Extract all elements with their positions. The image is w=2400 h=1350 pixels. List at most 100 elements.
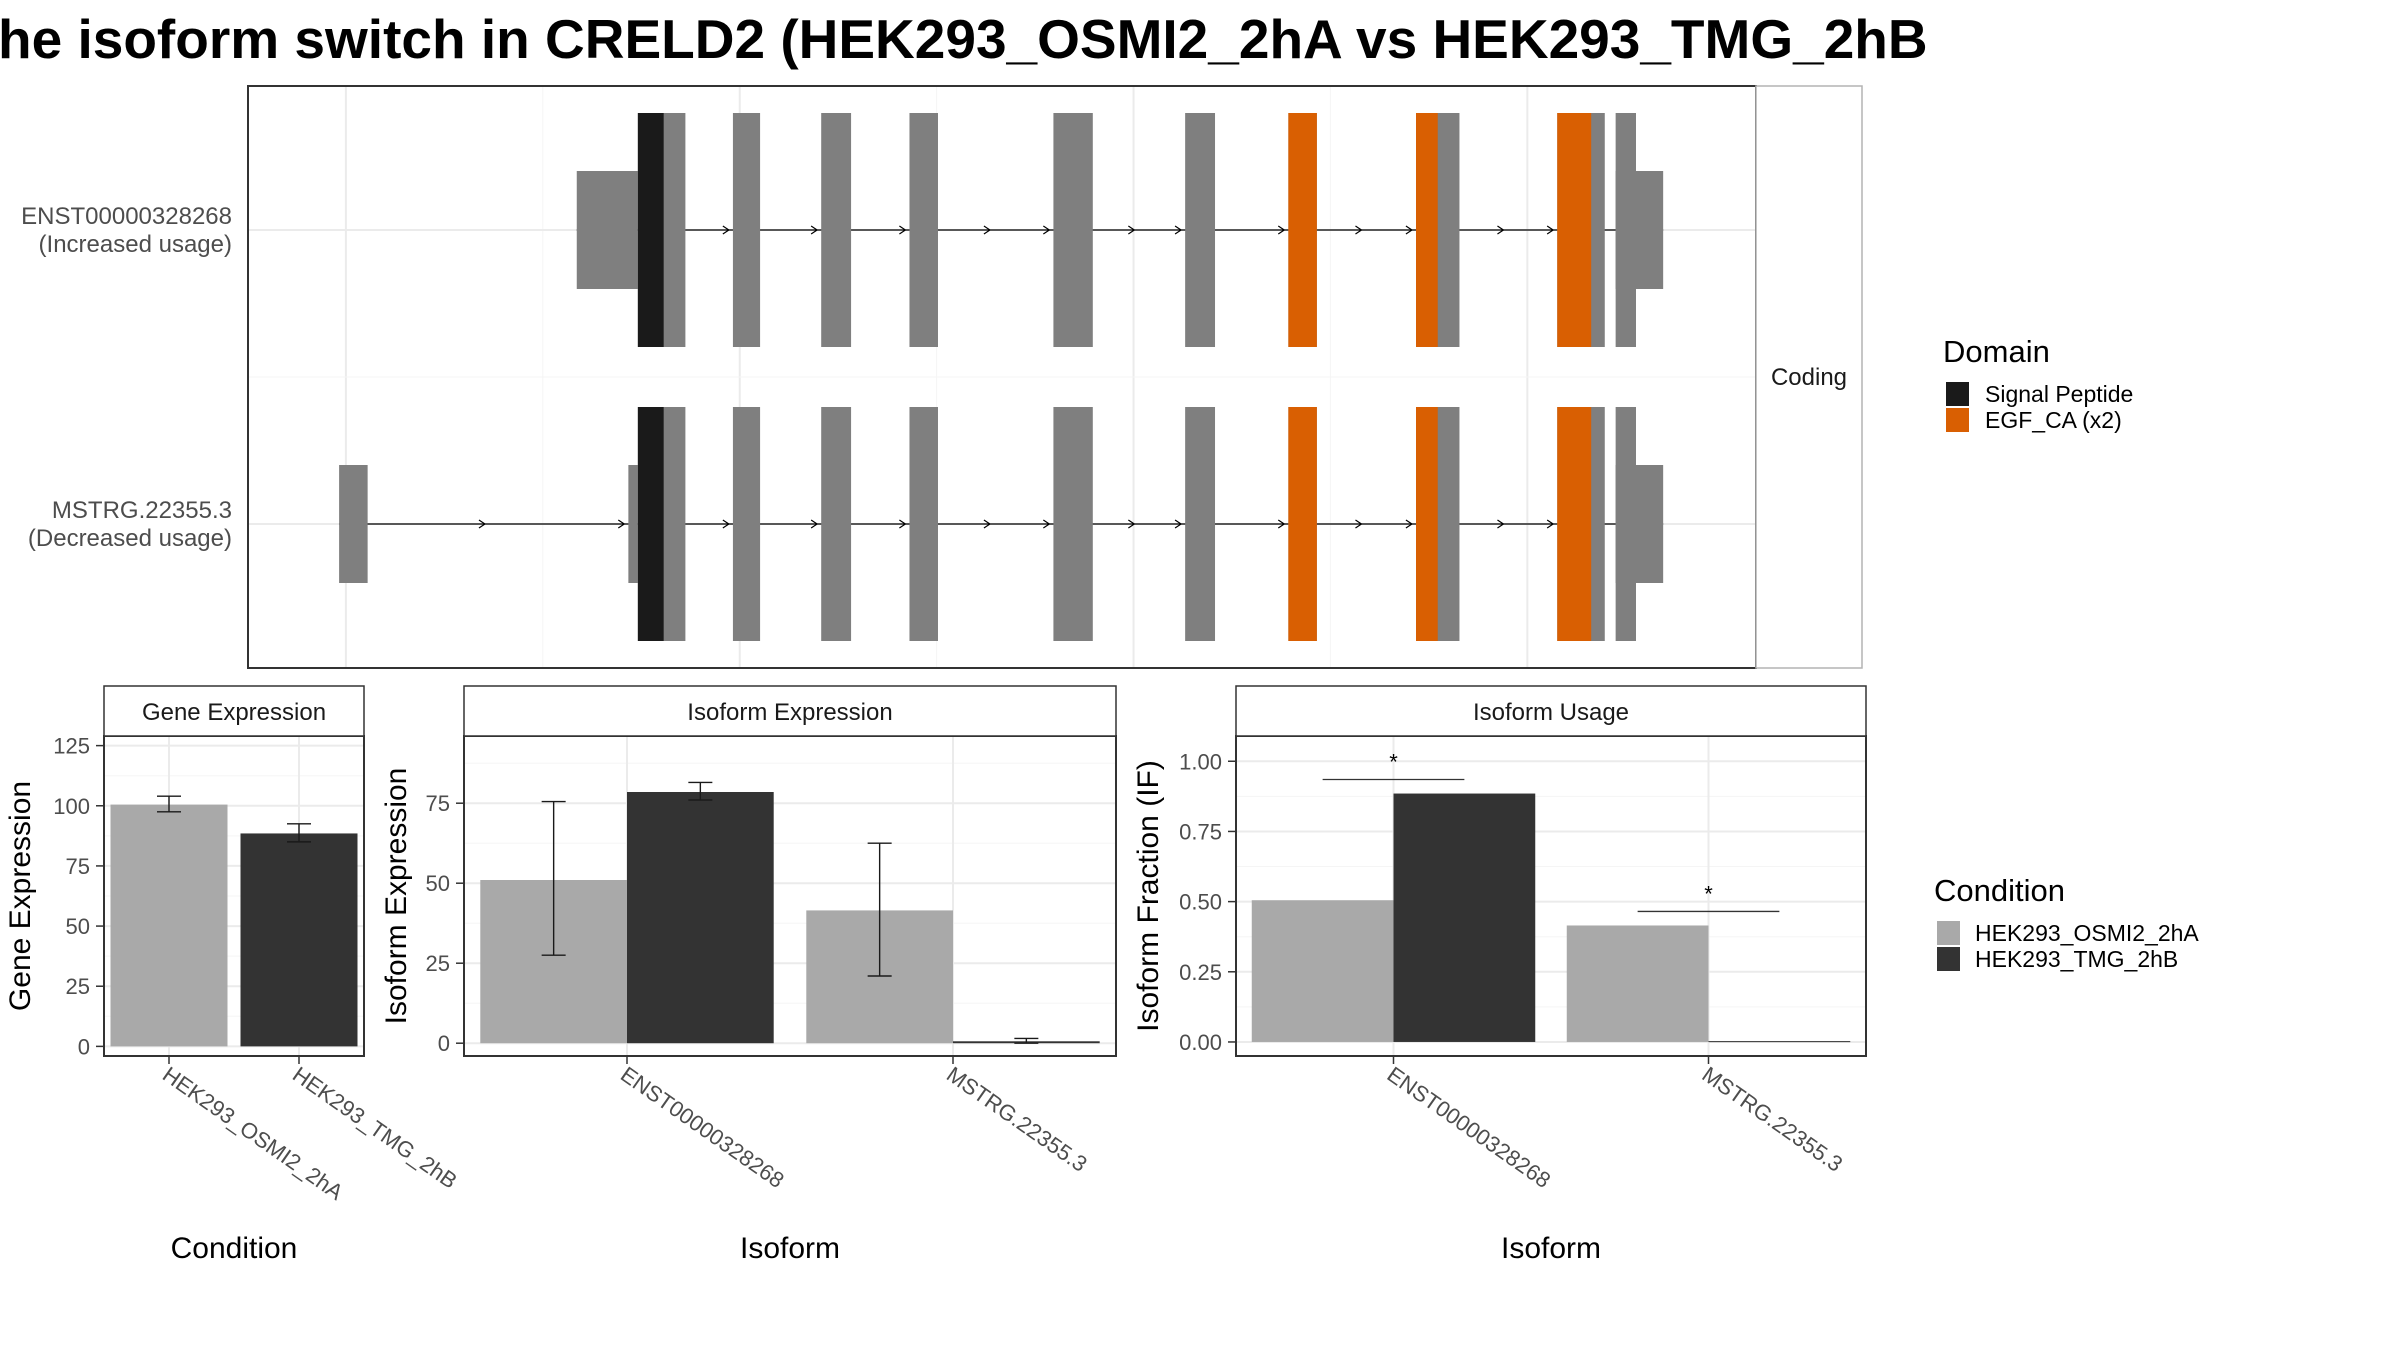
domain-block (637, 407, 664, 641)
error-bar (287, 823, 311, 843)
panel-strip (463, 685, 1117, 737)
figure-title: he isoform switch in CRELD2 (HEK293_OSMI… (0, 8, 1928, 70)
y-tick-label: 0.25 (1179, 960, 1222, 985)
domain-block (1416, 407, 1438, 641)
direction-arrow (617, 519, 626, 529)
bar (240, 833, 358, 1047)
direction-arrow (478, 519, 487, 529)
direction-arrow (810, 519, 819, 529)
exon-block (821, 113, 852, 347)
transcript-id-label: MSTRG.22355.3 (52, 497, 232, 524)
domain-block (1557, 113, 1592, 347)
domain-block (1288, 113, 1317, 347)
significance-star: * (1389, 750, 1398, 775)
direction-arrow (1546, 225, 1555, 235)
direction-arrow (899, 225, 907, 235)
bar (110, 804, 228, 1047)
direction-arrow (1128, 519, 1136, 529)
significance-star: * (1704, 881, 1713, 906)
direction-arrow (722, 225, 730, 235)
direction-arrow (983, 519, 992, 529)
direction-arrow (1174, 519, 1183, 529)
error-bar (157, 795, 181, 813)
direction-arrow (1043, 519, 1051, 529)
y-tick-label: 25 (426, 951, 450, 976)
direction-arrow (1043, 225, 1051, 235)
domain-block (637, 113, 664, 347)
transcript-row (576, 113, 1664, 347)
legend-swatch (1946, 408, 1969, 432)
y-tick-label: 75 (66, 854, 90, 879)
error-bar (867, 842, 892, 977)
bar (1566, 925, 1709, 1042)
x-axis-title: Condition (171, 1232, 298, 1265)
legend-swatch (1946, 382, 1969, 406)
utr-block (576, 171, 638, 289)
exon-block (1185, 113, 1216, 347)
utr-block (628, 465, 638, 583)
x-axis-title: Isoform (740, 1232, 840, 1265)
direction-arrow (1128, 225, 1136, 235)
y-tick-label: 0.50 (1179, 890, 1222, 915)
legend-swatch (1937, 947, 1960, 971)
direction-arrow (722, 519, 730, 529)
facet-strip (1755, 85, 1863, 669)
isoform-usage-panel: * * Isoform Usage 0.00 0.25 0.50 0.75 1.00 ENST0… (1132, 685, 1867, 1265)
direction-arrow (899, 519, 907, 529)
y-axis-title: Isoform Expression (380, 768, 413, 1025)
x-axis-title: Isoform (1501, 1232, 1601, 1265)
bar (627, 792, 774, 1044)
transcript-id-label: ENST00000328268 (21, 203, 232, 230)
direction-arrow (1405, 225, 1414, 235)
direction-arrow (1546, 519, 1555, 529)
y-tick-label: 0.00 (1179, 1030, 1222, 1055)
x-tick-label: MSTRG.22355.3 (1698, 1062, 1848, 1177)
error-bar (1014, 1037, 1039, 1044)
direction-arrow (1277, 225, 1286, 235)
direction-arrow (1497, 225, 1505, 235)
transcript-structure-panel: ENST00000328268(Increased usage) MSTRG.22… (21, 85, 1863, 669)
exon-block (1615, 407, 1636, 641)
y-axis-title: Isoform Fraction (IF) (1132, 760, 1165, 1032)
direction-arrow (1405, 519, 1414, 529)
y-tick-label: 0 (78, 1034, 90, 1059)
direction-arrow (983, 225, 992, 235)
legend-title: Domain (1943, 334, 2050, 369)
exon-block (732, 113, 761, 347)
exon-block (1053, 407, 1093, 641)
domain-block (1288, 407, 1317, 641)
direction-arrow (1277, 519, 1286, 529)
bar (1393, 793, 1536, 1042)
exon-block (909, 113, 938, 347)
x-tick-label: ENST00000328268 (1383, 1062, 1556, 1193)
y-tick-label: 125 (53, 734, 90, 759)
y-tick-label: 100 (53, 794, 90, 819)
bar (1251, 900, 1394, 1042)
x-tick-label: MSTRG.22355.3 (942, 1062, 1092, 1177)
gene-expression-panel: Gene Expression0255075100125HEK293_OSMI2… (4, 685, 462, 1265)
domain-block (1416, 113, 1438, 347)
y-tick-label: 25 (66, 974, 90, 999)
y-tick-label: 0.75 (1179, 819, 1222, 844)
y-tick-label: 50 (426, 871, 450, 896)
panel-strip (103, 685, 365, 737)
direction-arrow (810, 225, 819, 235)
panel-strip-title: Gene Expression (142, 699, 326, 726)
error-bar (688, 781, 713, 801)
bar (1708, 1041, 1851, 1043)
direction-arrow (1497, 519, 1505, 529)
direction-arrow (1174, 225, 1183, 235)
y-tick-label: 0 (438, 1031, 450, 1056)
transcript-usage-label: (Increased usage) (39, 231, 232, 258)
x-tick-label: ENST00000328268 (616, 1062, 789, 1193)
direction-arrow (1355, 225, 1363, 235)
direction-arrow (1355, 519, 1363, 529)
y-tick-label: 50 (66, 914, 90, 939)
y-tick-label: 1.00 (1179, 749, 1222, 774)
exon-block (732, 407, 761, 641)
utr-block (339, 465, 368, 583)
error-bar (541, 800, 566, 956)
